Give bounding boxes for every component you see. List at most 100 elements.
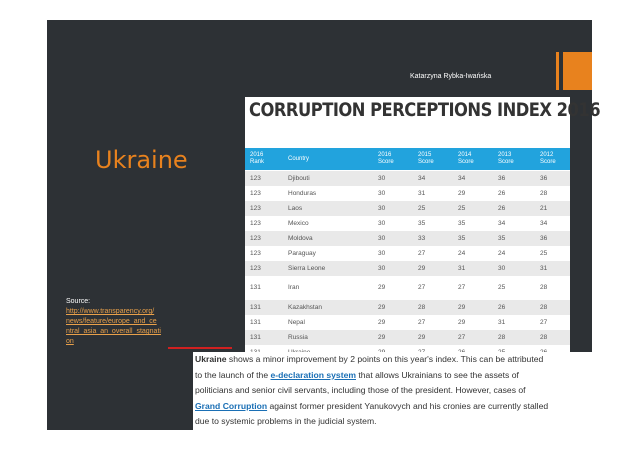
excerpt-line: Ukraine shows a minor improvement by 2 p…	[195, 352, 592, 368]
table-row: 131 Russia 29 29 27 28 28	[245, 330, 570, 345]
text-run: against former president Yanukovych and …	[267, 400, 549, 411]
table-cell: 34	[540, 219, 548, 227]
table-cell: 29	[378, 333, 386, 341]
table-cell: 31	[458, 264, 466, 272]
table-cell: 123	[250, 204, 261, 212]
table-cell: 26	[498, 189, 506, 197]
table-row: 123 Djibouti 30 34 34 36 36	[245, 171, 570, 186]
header-text: 2015	[418, 152, 432, 158]
accent-block	[563, 52, 592, 90]
source-link[interactable]: on	[66, 338, 74, 345]
excerpt-line: politicians and senior civil servants, i…	[195, 383, 592, 399]
table-cell: 35	[458, 234, 466, 242]
table-cell: 26	[498, 303, 506, 311]
header-cell: 2016 Rank	[250, 152, 264, 166]
table-cell: 30	[378, 189, 386, 197]
table-cell: 28	[498, 333, 506, 341]
table-cell: Honduras	[288, 189, 317, 197]
table-cell: 35	[458, 219, 466, 227]
header-text: 2014	[458, 152, 472, 158]
text-run: to the launch of the	[195, 369, 271, 380]
author: Katarzyna Rybka-Iwańska	[410, 73, 492, 80]
table-cell: 30	[378, 219, 386, 227]
source-link[interactable]: ntral_asia_an_overall_stagnati	[66, 328, 161, 335]
source-link[interactable]: http://www.transparency.org/	[66, 308, 155, 315]
table-cell: 25	[458, 204, 466, 212]
table-cell: 31	[540, 264, 548, 272]
table-cell: 35	[418, 219, 426, 227]
table-title: CORRUPTION PERCEPTIONS INDEX 2016	[249, 99, 601, 121]
header-cell: 2013 Score	[498, 152, 514, 166]
table-cell: Iran	[288, 284, 300, 291]
header-text: Rank	[250, 159, 265, 165]
text-run: politicians and senior civil servants, i…	[195, 385, 526, 395]
table-row: 131 Nepal 29 27 29 31 27	[245, 315, 570, 330]
table-cell: Laos	[288, 204, 303, 212]
text-run: shows a minor improvement by 2 points on…	[226, 354, 544, 364]
link[interactable]: e-declaration system	[270, 369, 357, 380]
table-row: 123 Laos 30 25 25 26 21	[245, 201, 570, 216]
excerpt-line: due to systemic problems in the judicial…	[195, 414, 592, 430]
table-cell: 34	[498, 219, 506, 227]
table-cell: 35	[498, 234, 506, 242]
table-header: 2016 Rank Country 2016 Score 2015 Score 2014 Sco…	[245, 148, 570, 170]
source-label: Source:	[66, 298, 91, 305]
table-cell: 29	[378, 303, 386, 311]
table-cell: 27	[458, 333, 466, 341]
text-run: Ukraine	[195, 354, 227, 364]
excerpt-line: Grand Corruption against former presiden…	[195, 399, 592, 415]
header-cell: 2015 Score	[418, 152, 434, 166]
red-underline	[168, 347, 232, 349]
header-text: Score	[540, 159, 556, 165]
table-cell: 123	[250, 174, 261, 182]
table-cell: Kazakhstan	[288, 303, 322, 311]
table-cell: 28	[540, 333, 548, 341]
table-row: 123 Honduras 30 31 29 26 28	[245, 186, 570, 201]
table-row: 123 Mexico 30 35 35 34 34	[245, 216, 570, 231]
table-cell: 34	[458, 174, 466, 182]
text-run: due to systemic problems in the judicial…	[195, 416, 377, 426]
table-cell: Djibouti	[288, 174, 310, 182]
excerpt-line: to the launch of the e-declaration syste…	[195, 368, 592, 384]
table-cell: Russia	[288, 333, 308, 341]
table-cell: 36	[540, 234, 548, 242]
table-row: 123 Moldova 30 33 35 35 36	[245, 231, 570, 246]
table-cell: 123	[250, 189, 261, 197]
table-cell: 131	[250, 333, 261, 341]
table-cell: 27	[418, 318, 426, 326]
table-row: 123 Sierra Leone 30 29 31 30 31	[245, 261, 570, 276]
header-text: Score	[418, 159, 434, 165]
table-cell: 30	[498, 264, 506, 272]
header-cell: 2012 Score	[540, 152, 556, 166]
table-row: 131 Iran 29 27 27 25 28	[245, 276, 570, 300]
accent-stripe	[556, 52, 559, 90]
text-run: that allows Ukrainians to see the assets…	[356, 369, 519, 380]
header-text: Score	[378, 159, 394, 165]
table-cell: 30	[378, 204, 386, 212]
table-cell: Sierra Leone	[288, 264, 326, 272]
table-cell: 34	[418, 174, 426, 182]
header-text: 2013	[498, 152, 512, 158]
table-cell: 27	[418, 249, 426, 257]
link[interactable]: Grand Corruption	[195, 400, 268, 411]
table-cell: 31	[418, 189, 426, 197]
table-cell: 131	[250, 318, 261, 326]
table-cell: 26	[498, 204, 506, 212]
table-cell: 30	[378, 249, 386, 257]
header-text: 2016	[378, 152, 392, 158]
table-cell: 123	[250, 234, 261, 242]
header-cell: 2016 Score	[378, 152, 394, 166]
table-cell: 36	[540, 174, 548, 182]
table-cell: 123	[250, 249, 261, 257]
table-cell: 29	[458, 189, 466, 197]
header-cell: 2014 Score	[458, 152, 474, 166]
table-cell: 29	[458, 318, 466, 326]
table-cell: Nepal	[288, 318, 305, 326]
source-link[interactable]: news/feature/europe_and_ce	[66, 318, 157, 325]
header-text: Country	[288, 156, 310, 162]
table-cell: 36	[498, 174, 506, 182]
table-cell: Mexico	[288, 219, 309, 227]
table-cell: 30	[378, 234, 386, 242]
table-cell: 30	[378, 174, 386, 182]
